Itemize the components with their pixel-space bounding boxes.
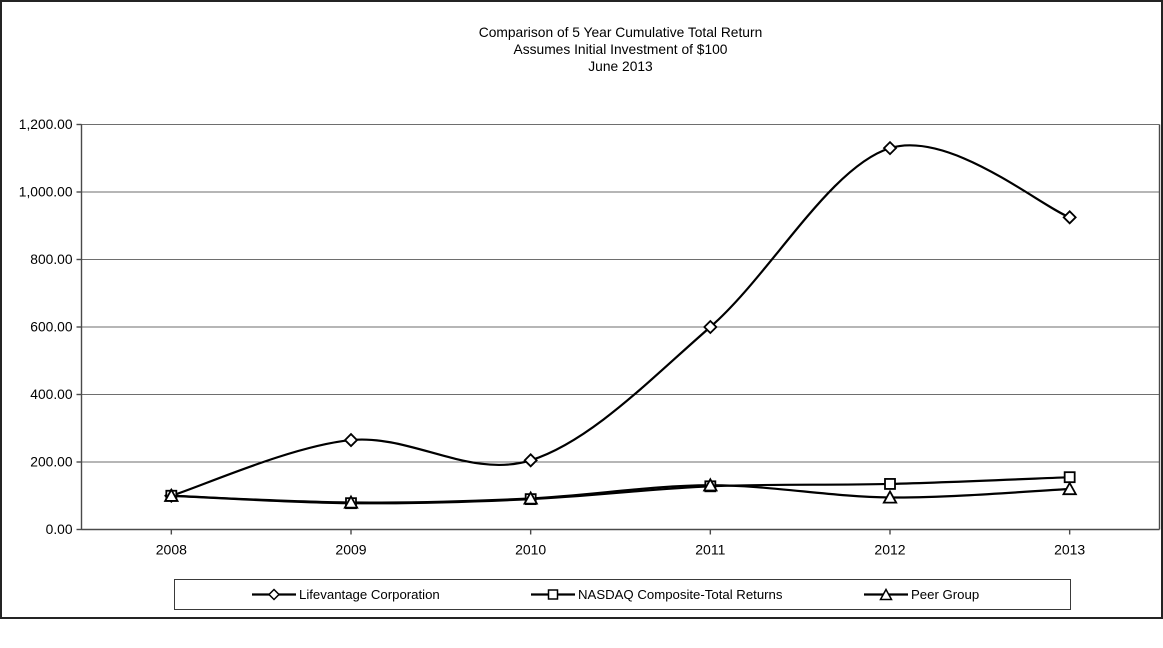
diamond-data-marker [882,140,898,156]
series-line-diamond [171,144,1071,497]
square-marker-icon [531,588,575,600]
legend-item-lifevantage: Lifevantage Corporation [251,580,440,608]
triangle-data-marker [1061,481,1078,496]
triangle-marker-icon [864,587,908,600]
chart-title-block: Comparison of 5 Year Cumulative Total Re… [81,24,1160,75]
y-tick-label: 1,200.00 [19,117,73,132]
y-tick-label: 0.00 [46,522,73,537]
square-data-marker [884,478,896,490]
diamond-data-marker [1062,210,1077,225]
x-tick-label: 2009 [335,542,366,558]
diamond-marker-icon [252,587,296,601]
diamond-data-marker [523,453,538,468]
x-tick-label: 2012 [874,542,905,558]
y-tick-label: 800.00 [30,252,73,267]
triangle-data-marker [343,494,359,509]
square-data-marker [1063,471,1076,484]
chart-legend: Lifevantage Corporation NASDAQ Composite… [174,579,1071,610]
chart-title-line3: June 2013 [588,59,653,74]
legend-label-lifevantage: Lifevantage Corporation [299,586,440,602]
triangle-data-marker [702,477,719,492]
x-tick-label: 2011 [695,542,725,558]
chart-frame: Comparison of 5 Year Cumulative Total Re… [0,0,1163,619]
legend-item-nasdaq: NASDAQ Composite-Total Returns [530,580,782,608]
triangle-data-marker [522,490,539,505]
y-tick-label: 600.00 [30,320,73,335]
line-chart-plot-area: 0.00 200.00 400.00 600.00 800.00 1,000.00 1,20… [19,117,1161,558]
y-tick-label: 400.00 [30,387,73,402]
series-line-triangle [171,484,1070,504]
legend-item-peer-group: Peer Group [863,580,979,608]
diamond-data-marker [703,319,718,335]
y-tick-label: 200.00 [30,455,73,470]
y-tick-label: 1,000.00 [19,185,73,200]
triangle-data-marker [882,489,898,504]
x-tick-label: 2013 [1054,542,1085,558]
legend-label-peer-group: Peer Group [911,586,980,602]
diamond-data-marker [343,432,359,448]
triangle-data-marker [163,487,180,502]
chart-title-line2: Assumes Initial Investment of $100 [513,42,728,57]
x-tick-label: 2008 [156,542,187,558]
x-tick-label: 2010 [515,542,546,558]
chart-title-line1: Comparison of 5 Year Cumulative Total Re… [478,25,763,40]
legend-label-nasdaq: NASDAQ Composite-Total Returns [578,586,783,602]
